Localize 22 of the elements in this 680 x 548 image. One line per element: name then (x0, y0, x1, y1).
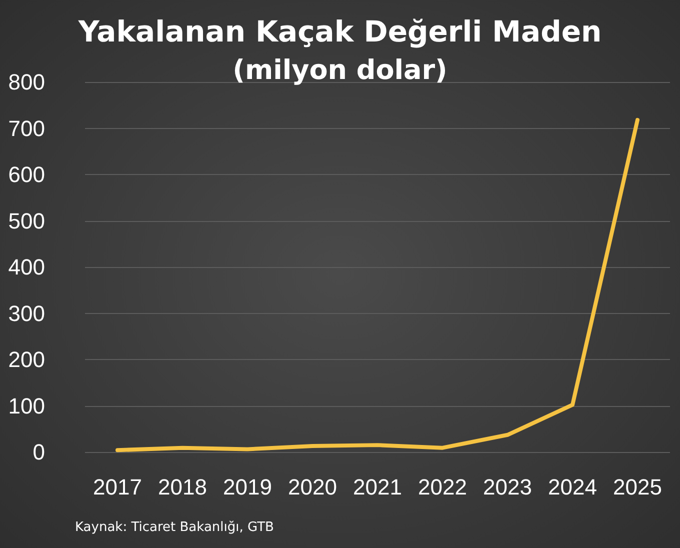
y-tick-label: 500 (8, 208, 45, 234)
chart-title: Yakalanan Kaçak Değerli Maden (77, 14, 602, 48)
y-tick-label: 0 (32, 440, 45, 464)
x-tick-label: 2022 (418, 474, 467, 500)
y-tick-label: 100 (8, 393, 45, 418)
x-tick-label: 2018 (158, 474, 207, 500)
x-tick-label: 2020 (288, 474, 337, 500)
y-tick-label: 200 (8, 347, 45, 372)
y-tick-label: 800 (8, 70, 45, 94)
x-tick-label: 2021 (353, 474, 402, 500)
x-tick-label: 2017 (93, 474, 142, 500)
x-tick-label: 2023 (483, 474, 532, 500)
line-series (116, 118, 640, 452)
x-tick-label: 2024 (548, 474, 597, 500)
chart-subtitle: (milyon dolar) (232, 55, 448, 86)
x-tick-label: 2025 (613, 474, 662, 500)
y-tick-label: 700 (8, 116, 45, 141)
y-tick-label: 600 (8, 162, 45, 187)
y-tick-label: 300 (8, 300, 45, 326)
x-tick-label: 2019 (223, 474, 272, 500)
text: Kaynak: Ticaret Bakanlığı, GTB (75, 520, 274, 535)
y-tick-label: 400 (8, 254, 45, 280)
